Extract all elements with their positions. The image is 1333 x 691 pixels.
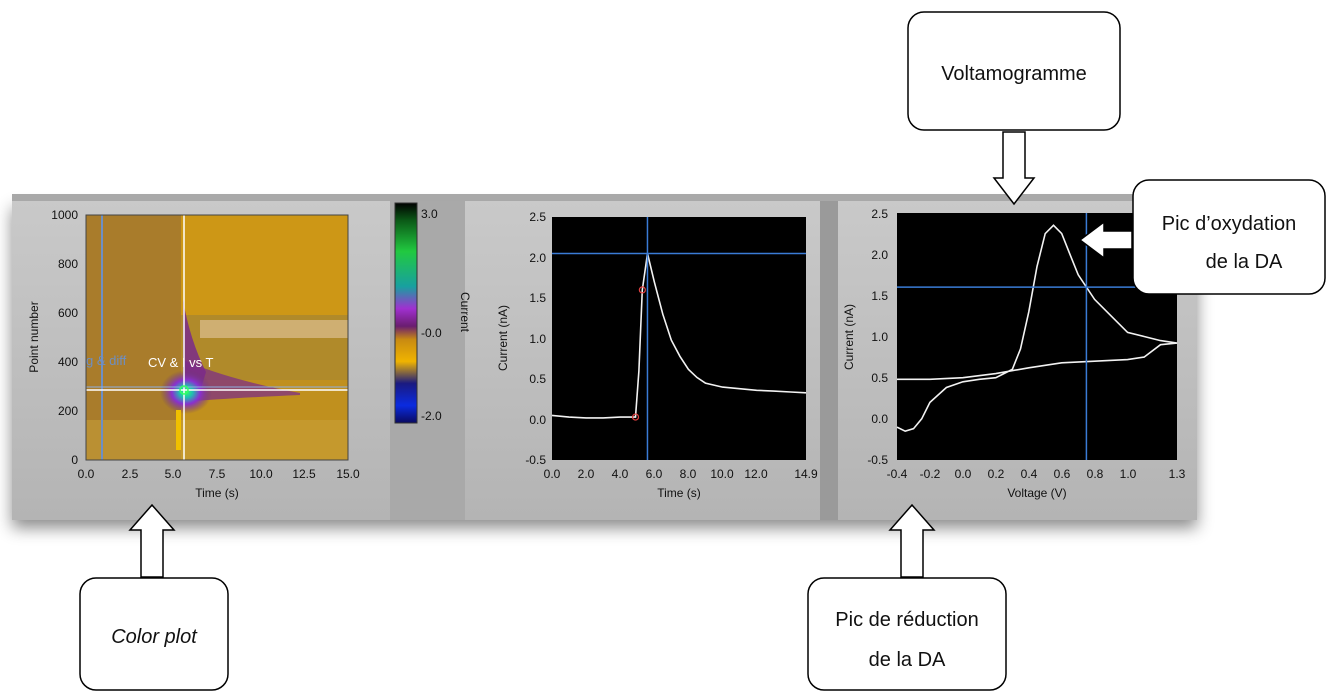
color-plot-overlay-right: CV & I vs T <box>148 355 214 370</box>
voltamogram-x-tick: 0.6 <box>1054 467 1071 481</box>
voltamogram-x-tick: 1.3 <box>1169 467 1186 481</box>
color-plot-xlabel: Time (s) <box>195 486 239 500</box>
voltamogram-x-tick: 0.2 <box>988 467 1005 481</box>
colorbar-label: Current <box>458 292 472 333</box>
current-vs-time-marker <box>638 286 646 294</box>
callout-reduction-peak: Pic de réduction de la DA <box>807 577 1007 691</box>
voltamogram-y-tick: 2.5 <box>871 207 888 221</box>
color-plot-y-tick: 1000 <box>51 208 78 222</box>
current-vs-time-series-line <box>551 253 807 419</box>
colorbar-tick-mid: -0.0 <box>421 326 442 340</box>
current-vs-time-xlabel: Time (s) <box>657 486 701 500</box>
color-plot: g & diff CV & I vs T 0 200 400 600 800 1… <box>27 208 360 500</box>
current-vs-time-chart: 0.0 2.0 4.0 6.0 8.0 10.0 12.0 14.9 -0.5 … <box>496 210 818 500</box>
current-vs-time-x-tick: 0.0 <box>544 467 561 481</box>
callout-oxidation-line2: de la DA <box>1206 251 1283 273</box>
color-plot-x-ticks: 0.0 2.5 5.0 7.5 10.0 12.5 15.0 <box>78 467 360 481</box>
voltamogram-x-tick: 0.0 <box>955 467 972 481</box>
callout-oxidation-peak: Pic d’oxydation de la DA <box>1132 179 1326 295</box>
current-vs-time-y-tick: 2.0 <box>529 251 546 265</box>
callout-color-plot: Color plot <box>79 577 229 691</box>
current-vs-time-marker <box>631 413 640 421</box>
voltamogram-y-tick: 1.5 <box>871 289 888 303</box>
color-plot-x-tick: 7.5 <box>209 467 226 481</box>
callout-voltamogramme-text: Voltamogramme <box>941 63 1087 85</box>
current-vs-time-ylabel: Current (nA) <box>496 305 510 371</box>
current-vs-time-x-tick: 4.0 <box>612 467 629 481</box>
color-plot-y-tick: 0 <box>71 453 78 467</box>
callout-color-plot-text: Color plot <box>111 626 198 648</box>
arrow-up-icon <box>888 503 936 578</box>
current-vs-time-plot-area <box>552 217 806 460</box>
current-vs-time-y-tick: 1.5 <box>529 291 546 305</box>
current-vs-time-x-tick: 2.0 <box>578 467 595 481</box>
current-vs-time-y-tick: 1.0 <box>529 332 546 346</box>
color-plot-x-tick: 12.5 <box>292 467 316 481</box>
current-vs-time-y-tick: 0.5 <box>529 372 546 386</box>
color-plot-y-ticks: 0 200 400 600 800 1000 <box>51 208 78 467</box>
current-vs-time-x-ticks: 0.0 2.0 4.0 6.0 8.0 10.0 12.0 14.9 <box>544 467 818 481</box>
color-plot-x-tick: 2.5 <box>122 467 139 481</box>
color-plot-y-tick: 800 <box>58 257 78 271</box>
current-vs-time-x-tick: 14.9 <box>794 467 818 481</box>
callout-reduction-line1: Pic de réduction <box>835 609 978 631</box>
color-plot-x-tick: 10.0 <box>249 467 273 481</box>
color-plot-x-tick: 15.0 <box>336 467 360 481</box>
current-vs-time-x-tick: 10.0 <box>710 467 734 481</box>
voltamogram-x-tick: -0.2 <box>920 467 941 481</box>
color-plot-cursor-point[interactable] <box>179 385 189 395</box>
current-vs-time-x-tick: 8.0 <box>680 467 697 481</box>
voltamogram-series-line <box>896 224 1178 433</box>
voltamogram-x-tick: 0.4 <box>1021 467 1038 481</box>
arrow-down-icon <box>992 131 1036 206</box>
color-plot-ylabel: Point number <box>27 301 41 372</box>
voltamogram-x-tick: -0.4 <box>887 467 908 481</box>
color-plot-overlay-left: g & diff <box>86 353 127 368</box>
voltamogram-x-tick: 1.0 <box>1120 467 1137 481</box>
voltamogram-ylabel: Current (nA) <box>842 304 856 370</box>
panel-divider-2 <box>820 200 838 520</box>
voltamogram-plot-area <box>897 213 1177 460</box>
current-vs-time-y-tick: 0.0 <box>529 413 546 427</box>
color-plot-y-tick: 200 <box>58 404 78 418</box>
panel-top-tab <box>12 194 1197 201</box>
voltamogram-y-tick: 0.0 <box>871 412 888 426</box>
callout-reduction-line2: de la DA <box>869 649 946 671</box>
colorbar: 3.0 -0.0 -2.0 Current <box>394 202 472 424</box>
voltamogram-x-tick: 0.8 <box>1087 467 1104 481</box>
arrow-left-icon <box>1078 220 1133 260</box>
current-vs-time-y-tick: 2.5 <box>529 210 546 224</box>
current-vs-time-x-tick: 12.0 <box>744 467 768 481</box>
current-vs-time-y-tick: -0.5 <box>525 453 546 467</box>
voltamogram-y-tick: -0.5 <box>867 453 888 467</box>
callout-voltamogramme: Voltamogramme <box>907 11 1121 131</box>
color-plot-x-tick: 5.0 <box>165 467 182 481</box>
arrow-up-icon <box>128 503 176 578</box>
color-plot-y-tick: 400 <box>58 355 78 369</box>
current-vs-time-y-ticks: -0.5 0.0 0.5 1.0 1.5 2.0 2.5 <box>525 210 546 467</box>
callout-oxidation-line1: Pic d’oxydation <box>1162 213 1297 235</box>
voltamogram-y-ticks: -0.5 0.0 0.5 1.0 1.5 2.0 2.5 <box>867 207 888 467</box>
colorbar-tick-bottom: -2.0 <box>421 409 442 423</box>
voltamogram-x-ticks: -0.4 -0.2 0.0 0.2 0.4 0.6 0.8 1.0 1.3 <box>887 467 1186 481</box>
color-plot-x-tick: 0.0 <box>78 467 95 481</box>
color-plot-y-tick: 600 <box>58 306 78 320</box>
voltamogram-chart: -0.4 -0.2 0.0 0.2 0.4 0.6 0.8 1.0 1.3 -0… <box>842 207 1186 500</box>
current-vs-time-x-tick: 6.0 <box>646 467 663 481</box>
voltamogram-xlabel: Voltage (V) <box>1007 486 1066 500</box>
voltamogram-y-tick: 0.5 <box>871 371 888 385</box>
voltamogram-y-tick: 1.0 <box>871 330 888 344</box>
voltamogram-y-tick: 2.0 <box>871 248 888 262</box>
colorbar-tick-top: 3.0 <box>421 207 438 221</box>
